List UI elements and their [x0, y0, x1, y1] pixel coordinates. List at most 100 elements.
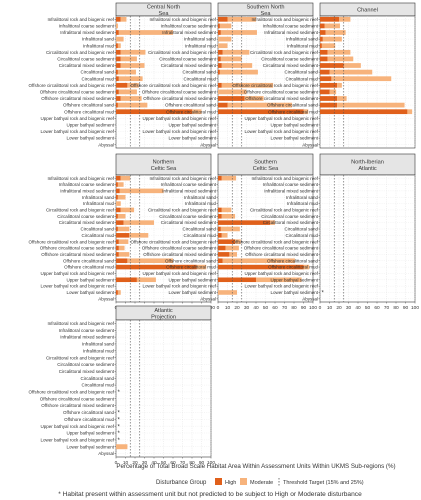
category-label: Infralittoral mixed sediment	[162, 30, 217, 35]
bar-high	[116, 49, 121, 55]
bar-moderate	[117, 182, 124, 187]
category-label: Infralittoral sand	[82, 342, 115, 347]
x-tick-label: 40	[355, 305, 361, 311]
category-label: Offshore circalittoral mixed sediment	[143, 252, 216, 257]
x-tick-label: 10	[123, 460, 129, 466]
no-disturbance-marker: *	[118, 438, 121, 444]
category-label: Upper bathyal sediment	[66, 123, 114, 128]
bar-moderate	[219, 23, 232, 29]
category-label: Circalittoral sand	[80, 227, 114, 232]
bar-moderate	[227, 102, 293, 108]
category-label: Circalittoral mud	[81, 383, 114, 388]
no-disturbance-marker: *	[118, 418, 121, 424]
bar-high	[116, 76, 119, 82]
category-label: Infralittoral mixed sediment	[162, 188, 217, 193]
bar-moderate	[116, 23, 118, 29]
category-label: Lower bathyal sediment	[270, 136, 318, 141]
category-label: Circalittoral coarse sediment	[261, 214, 319, 219]
category-label: Infralittoral mud	[185, 43, 217, 48]
legend: Disturbance Group High Moderate Threshol…	[156, 478, 364, 486]
category-label: Circalittoral rock and biogenic reef	[46, 355, 115, 360]
category-label: Circalittoral rock and biogenic reef	[250, 50, 319, 55]
bar-high	[218, 82, 222, 88]
category-label: Circalittoral mud	[285, 76, 318, 81]
bar-moderate	[339, 16, 351, 22]
category-label: Circalittoral mixed sediment	[161, 63, 217, 68]
x-tick-label: 100	[411, 305, 419, 311]
category-label: Infralittoral coarse sediment	[161, 182, 217, 187]
bar-high	[320, 76, 332, 82]
category-label: Offshore circalittoral coarse sediment	[40, 90, 115, 95]
bar-moderate	[235, 239, 241, 244]
category-label: Upper bathyal rock and biogenic reef	[244, 271, 318, 276]
bar-high	[218, 23, 220, 29]
category-label: Offshore circalittoral mixed sediment	[143, 96, 216, 101]
category-label: Offshore circalittoral sand	[63, 258, 114, 263]
bar-moderate	[327, 56, 354, 62]
bar-moderate	[117, 43, 121, 49]
category-label: Offshore circalittoral rock and biogenic…	[131, 83, 217, 88]
bar-moderate	[116, 36, 124, 42]
category-label: Lower bathyal rock and biogenic reef	[40, 284, 114, 289]
category-label: Offshore circalittoral rock and biogenic…	[29, 390, 115, 395]
category-label: Infralittoral mixed sediment	[60, 188, 115, 193]
bar-moderate	[116, 201, 121, 206]
bar-moderate	[192, 109, 202, 115]
category-label: Lower bathyal sediment	[270, 290, 318, 295]
x-tick-label: 80	[393, 305, 399, 311]
x-tick-label: 20	[336, 305, 342, 311]
bar-high	[320, 69, 330, 75]
category-label: Offshore circalittoral mud	[268, 265, 318, 270]
x-tick-label: 70	[180, 460, 186, 466]
category-label: Infralittoral coarse sediment	[59, 182, 115, 187]
category-label: Infralittoral coarse sediment	[263, 24, 319, 29]
panel-title: North-Iberian	[351, 159, 384, 165]
x-tick-label: 70	[384, 305, 390, 311]
x-tick-label: 80	[291, 305, 297, 311]
panel-title: Central North	[147, 4, 180, 10]
category-label: Offshore circalittoral sand	[267, 103, 318, 108]
bar-moderate	[324, 23, 340, 29]
category-label: Upper bathyal sediment	[66, 277, 114, 282]
bar-moderate	[343, 63, 361, 68]
category-label: Circalittoral sand	[284, 70, 318, 75]
bar-high	[116, 277, 137, 283]
category-label: Lower bathyal rock and biogenic reef	[142, 129, 216, 134]
category-label: Offshore circalittoral rock and biogenic…	[131, 239, 217, 244]
x-axis-title: Percentage of Total Broad Scale Habitat …	[116, 463, 395, 470]
bar-high	[116, 188, 120, 194]
category-label: Infralittoral mixed sediment	[264, 30, 319, 35]
bar-moderate	[303, 109, 309, 115]
category-label: Circalittoral mixed sediment	[263, 63, 319, 68]
panel-title: Sea	[261, 11, 272, 17]
panel-title: Celtic Sea	[253, 166, 279, 172]
category-label: Infralittoral mud	[83, 43, 115, 48]
bar-moderate	[117, 194, 126, 200]
category-label: Upper bathyal rock and biogenic reef	[40, 271, 114, 276]
bar-moderate	[229, 252, 237, 257]
category-label: Infralittoral rock and biogenic reef	[47, 17, 114, 22]
category-label: Infralittoral mud	[287, 43, 319, 48]
x-tick-label: 0	[217, 305, 220, 311]
category-label: Infralittoral sand	[184, 37, 217, 42]
x-tick-label: 30	[346, 305, 352, 311]
category-label: Circalittoral mud	[183, 233, 216, 238]
bar-moderate	[222, 258, 295, 264]
bar-high	[116, 43, 118, 49]
bar-moderate	[120, 63, 145, 68]
bar-high	[116, 182, 118, 187]
category-label: Offshore circalittoral coarse sediment	[142, 90, 217, 95]
x-tick-label: 10	[327, 305, 333, 311]
category-label: Infralittoral coarse sediment	[59, 328, 115, 333]
bar-moderate	[120, 96, 142, 101]
x-tick-label: 60	[272, 305, 278, 311]
bar-high	[116, 63, 121, 68]
x-tick-label: 70	[282, 305, 288, 311]
x-tick-label: 0	[319, 305, 322, 311]
bar-high	[116, 233, 130, 238]
panel: Channel Infralittoral rock and biogenic r…	[233, 2, 416, 149]
category-label: Upper bathyal rock and biogenic reef	[142, 271, 216, 276]
bar-high	[320, 43, 322, 49]
